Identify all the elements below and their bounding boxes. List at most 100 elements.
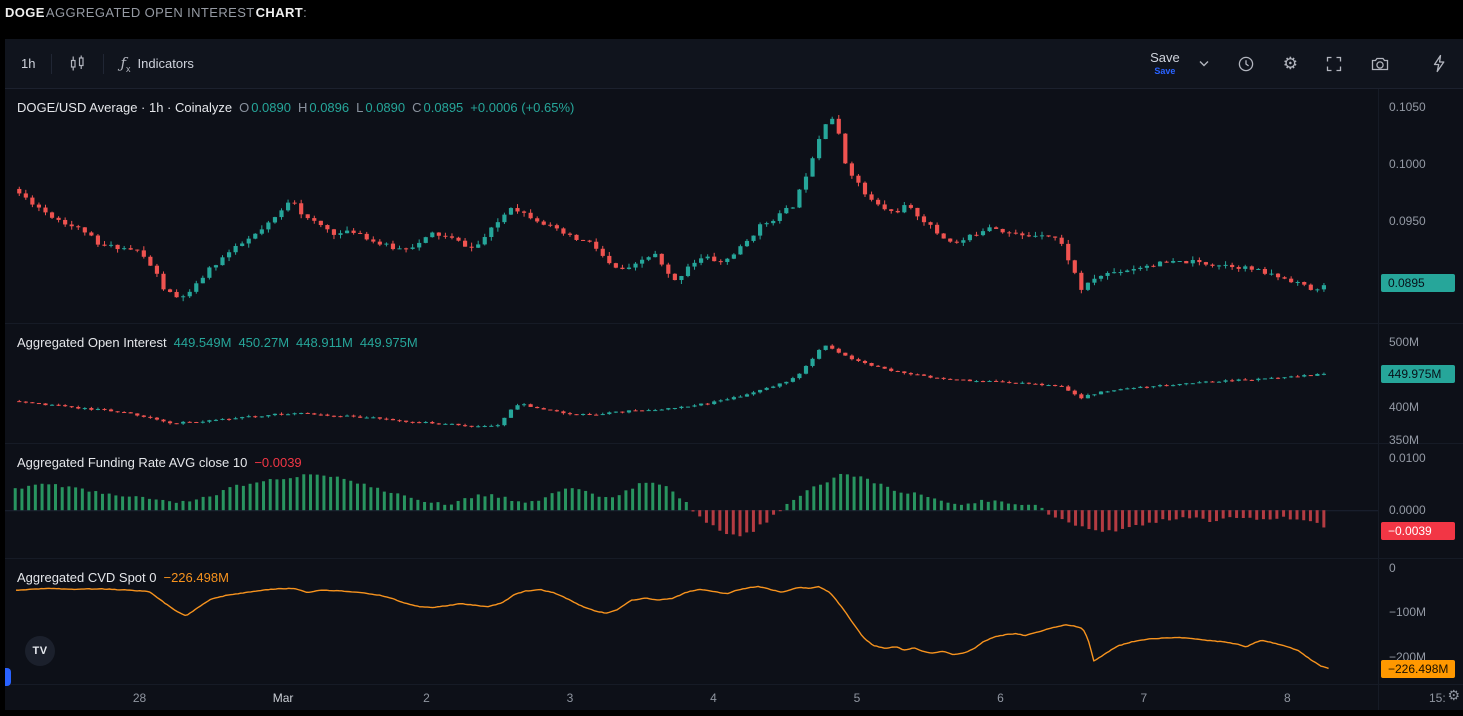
fx-icon: ƒx	[120, 53, 131, 74]
y-axis-label: −100M	[1389, 605, 1427, 620]
y-axis-label: 0.1050	[1389, 100, 1426, 115]
chevron-down-icon	[1199, 61, 1209, 67]
y-axis-label: 0.0100	[1389, 450, 1426, 465]
current-time-label: 15:	[1429, 691, 1446, 705]
y-axis-label: 0.1000	[1389, 156, 1426, 171]
oi-value-3: 448.911M	[296, 335, 353, 350]
price-scale[interactable]: 0.1050 0.1000 0.0950 0.0895	[1379, 89, 1463, 324]
time-axis-label: 4	[710, 691, 717, 705]
funding-rate-canvas[interactable]	[5, 444, 1378, 558]
last-value-badge: −226.498M	[1381, 659, 1455, 678]
y-axis-label: 0.0950	[1389, 213, 1426, 228]
axis-settings-button[interactable]: ⚙	[1447, 688, 1460, 703]
alert-clock-icon	[1238, 56, 1253, 71]
symbol-title[interactable]: DOGE/USD Average · 1h · Coinalyze	[17, 100, 233, 115]
candlestick-style-icon	[71, 55, 85, 71]
last-value-badge: 0.0895	[1381, 274, 1455, 293]
cvd-scale[interactable]: 0 −100M −200M −226.498M	[1379, 559, 1463, 684]
last-value-badge: 449.975M	[1381, 365, 1455, 384]
open-interest-canvas[interactable]	[5, 324, 1378, 443]
y-axis-label: 500M	[1389, 334, 1420, 349]
y-axis-label: 0.0000	[1389, 503, 1426, 518]
fullscreen-icon	[1326, 56, 1342, 71]
ohlc-open-key: O	[239, 100, 250, 115]
gear-icon: ⚙	[1447, 687, 1460, 703]
interval-button[interactable]: 1h	[11, 50, 45, 77]
time-axis-label: 7	[1140, 691, 1148, 705]
page-title-symbol: DOGE	[5, 5, 45, 20]
indicators-label: Indicators	[137, 56, 194, 71]
oi-value-1: 449.549M	[173, 335, 232, 350]
open-interest-scale[interactable]: 500M 400M 350M 449.975M	[1379, 324, 1463, 447]
cvd-legend: Aggregated CVD Spot 0 −226.498M	[17, 570, 229, 585]
time-axis-corner: 15: ⚙	[1378, 684, 1463, 710]
page-title-chart: CHART	[255, 5, 304, 20]
ohlc-close-key: C	[412, 100, 422, 115]
funding-rate-scale[interactable]: 0.0100 0.0000 −0.0039	[1379, 444, 1463, 559]
oi-value-4: 449.975M	[359, 335, 418, 350]
ohlc-close-value: 0.0895	[423, 100, 464, 115]
page-title: DOGEAGGREGATED OPEN INTERESTCHART:	[0, 0, 1463, 24]
page-title-middle: AGGREGATED OPEN INTEREST	[45, 5, 255, 20]
funding-rate-pane[interactable]: Aggregated Funding Rate AVG close 10 −0.…	[5, 444, 1378, 559]
oi-value-2: 450.27M	[238, 335, 290, 350]
chart-toolbar: 1h ƒx Indicators Save Save	[5, 39, 1463, 89]
indicators-button[interactable]: ƒx Indicators	[110, 48, 203, 80]
settings-gear-button[interactable]: ⚙	[1281, 53, 1300, 74]
chart-panes: DOGE/USD Average · 1h · Coinalyze O 0.089…	[5, 89, 1378, 684]
page-title-colon: :	[303, 5, 308, 20]
y-axis-label: 0	[1389, 560, 1396, 575]
gear-icon: ⚙	[1282, 54, 1298, 73]
time-axis-label: 28	[132, 691, 147, 705]
drawing-toolbar-toggle[interactable]	[5, 668, 11, 686]
cvd-canvas[interactable]	[5, 559, 1378, 684]
save-menu-caret[interactable]	[1197, 58, 1211, 69]
time-axis-label: Mar	[272, 691, 294, 705]
fullscreen-button[interactable]	[1323, 53, 1345, 75]
tradingview-logo-text: TV	[32, 645, 48, 657]
chart-widget: 1h ƒx Indicators Save Save	[5, 39, 1463, 710]
toolbar-separator	[103, 53, 105, 74]
price-scale-column[interactable]: 0.1050 0.1000 0.0950 0.0895 500M 400M 350M 449…	[1378, 89, 1463, 684]
open-interest-pane[interactable]: Aggregated Open Interest 449.549M 450.27…	[5, 324, 1378, 444]
ohlc-high-value: 0.0896	[309, 100, 350, 115]
time-axis-label: 3	[566, 691, 574, 705]
save-button[interactable]: Save Save	[1150, 49, 1180, 76]
y-axis-label: 350M	[1389, 432, 1420, 447]
funding-rate-legend: Aggregated Funding Rate AVG close 10 −0.…	[17, 455, 302, 470]
time-axis-label: 2	[423, 691, 430, 705]
ohlc-low-value: 0.0890	[365, 100, 406, 115]
alert-clock-button[interactable]	[1234, 52, 1258, 76]
cvd-title[interactable]: Aggregated CVD Spot 0	[17, 570, 157, 585]
lightning-bolt-icon	[1433, 54, 1445, 73]
tradingview-logo[interactable]: TV	[25, 636, 55, 666]
time-axis-label: 8	[1284, 691, 1291, 705]
y-axis-label: 400M	[1389, 400, 1420, 415]
price-change-value: +0.0006 (+0.65%)	[470, 100, 575, 115]
quick-actions-button[interactable]	[1429, 52, 1449, 75]
cvd-pane[interactable]: Aggregated CVD Spot 0 −226.498M	[5, 559, 1378, 684]
open-interest-legend: Aggregated Open Interest 449.549M 450.27…	[17, 335, 418, 350]
time-axis-label: 6	[997, 691, 1004, 705]
funding-rate-title[interactable]: Aggregated Funding Rate AVG close 10	[17, 455, 248, 470]
toolbar-left-group: 1h ƒx Indicators	[11, 48, 204, 80]
time-axis-label: 5	[853, 691, 861, 705]
ohlc-high-key: H	[297, 100, 308, 115]
open-interest-title[interactable]: Aggregated Open Interest	[17, 335, 167, 350]
chart-style-button[interactable]	[58, 48, 97, 79]
last-value-badge: −0.0039	[1381, 521, 1455, 540]
price-pane[interactable]: DOGE/USD Average · 1h · Coinalyze O 0.089…	[5, 89, 1378, 324]
price-legend: DOGE/USD Average · 1h · Coinalyze O 0.089…	[17, 100, 574, 115]
save-label: Save	[1150, 49, 1180, 65]
price-chart-canvas[interactable]	[5, 89, 1378, 323]
camera-icon	[1371, 57, 1389, 70]
toolbar-separator	[51, 53, 53, 74]
ohlc-low-key: L	[356, 100, 364, 115]
time-axis[interactable]: 28 Mar 2 3 4 5 6 7 8	[5, 684, 1378, 710]
ohlc-open-value: 0.0890	[251, 100, 291, 115]
funding-rate-value: −0.0039	[254, 455, 302, 470]
cvd-value: −226.498M	[163, 570, 229, 585]
save-status-label: Save	[1154, 65, 1176, 76]
snapshot-camera-button[interactable]	[1368, 53, 1392, 75]
toolbar-right-group: Save Save ⚙	[1150, 49, 1449, 76]
